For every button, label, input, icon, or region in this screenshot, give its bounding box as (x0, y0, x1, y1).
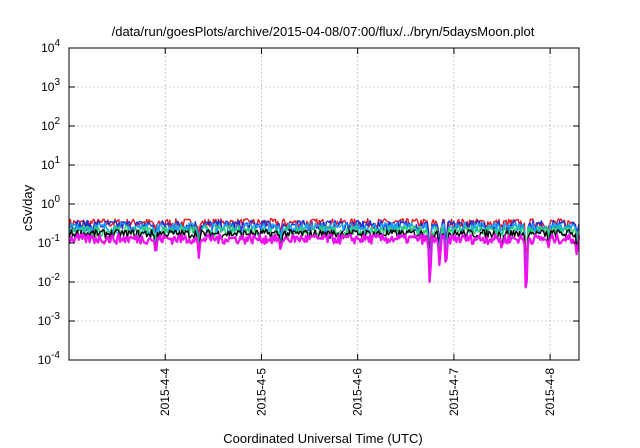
y-tick-label: 103 (41, 77, 60, 94)
x-tick-label: 2015-4-8 (543, 368, 557, 416)
y-tick-label: 10-2 (38, 272, 61, 289)
data-series (68, 217, 581, 289)
series-line-5 (68, 233, 581, 289)
axis-ticks: 10-4 10-3 10-2 10-1 100 101 102 103 104 2015-4-4 2… (38, 38, 579, 416)
y-tick-label: 101 (41, 155, 60, 172)
x-tick-label: 2015-4-5 (254, 368, 268, 416)
y-axis-title: cSv/day (20, 184, 35, 231)
x-tick-label: 2015-4-7 (447, 368, 461, 416)
y-tick-label: 10-4 (38, 350, 61, 367)
chart-title: /data/run/goesPlots/archive/2015-04-08/0… (112, 24, 535, 39)
grid (69, 47, 579, 361)
y-tick-label: 100 (41, 194, 60, 211)
x-tick-label: 2015-4-4 (158, 368, 172, 416)
x-axis-title: Coordinated Universal Time (UTC) (223, 431, 422, 446)
x-tick-label: 2015-4-6 (351, 368, 365, 416)
y-tick-label: 104 (41, 38, 60, 55)
y-tick-label: 10-1 (38, 233, 61, 250)
y-tick-label: 102 (41, 116, 60, 133)
y-tick-label: 10-3 (38, 311, 61, 328)
